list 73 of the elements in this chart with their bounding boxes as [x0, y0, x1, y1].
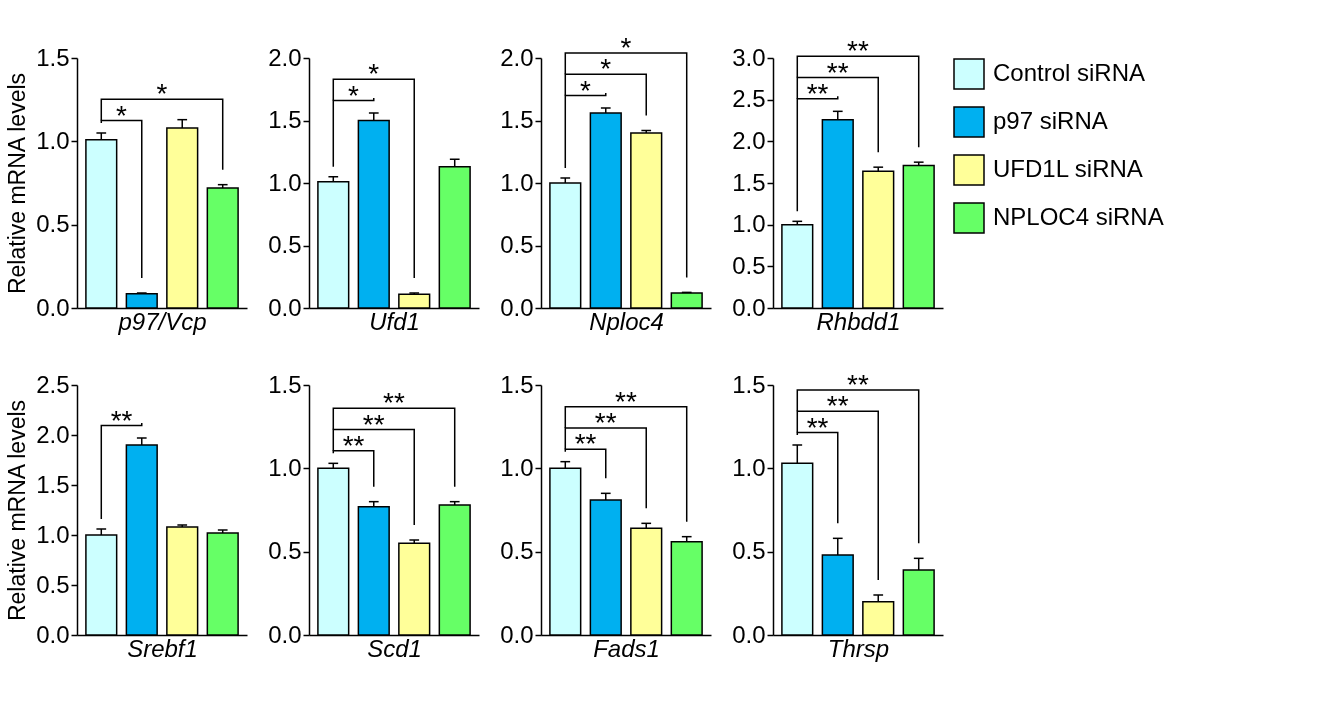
annotation: ** — [847, 35, 869, 67]
annotation: ** — [806, 77, 829, 109]
y-tick-label: 0.5 — [36, 570, 70, 598]
y-tick-label: 1.0 — [36, 126, 70, 154]
annotation: ** — [594, 406, 617, 438]
annotation: ** — [615, 385, 637, 417]
annotation: ** — [574, 428, 597, 460]
y-tick-label: 2.0 — [732, 126, 766, 154]
y-tick-label: 0.0 — [36, 620, 70, 648]
y-tick-label: 1.0 — [500, 453, 534, 481]
x-axis-title: Nploc4 — [589, 307, 664, 335]
y-tick-label: 0.0 — [500, 293, 534, 321]
y-axis-title: Relative mRNA levels — [4, 72, 31, 295]
y-tick-label: 1.5 — [732, 370, 766, 398]
legend-label: p97 siRNA — [993, 107, 1108, 134]
x-axis-title: Ufd1 — [369, 307, 420, 335]
annotation: * — [116, 99, 128, 131]
y-tick-label: 1.0 — [732, 453, 766, 481]
y-tick-label: 1.5 — [268, 106, 302, 133]
y-tick-label: 3.0 — [732, 43, 766, 71]
x-axis-title: Thrsp — [827, 634, 890, 662]
x-axis-title: Rhbdd1 — [816, 307, 901, 335]
y-tick-label: 0.0 — [268, 620, 302, 648]
annotation: ** — [826, 56, 849, 88]
y-tick-label: 1.5 — [500, 106, 534, 133]
y-tick-label: 1.5 — [268, 370, 302, 398]
legend-label: Control siRNA — [993, 59, 1146, 86]
y-tick-label: 0.5 — [500, 231, 534, 258]
y-tick-label: 0.5 — [732, 537, 766, 565]
annotation: * — [580, 74, 592, 106]
x-axis-title: p97/Vcp — [117, 307, 207, 335]
y-tick-label: 0.0 — [36, 293, 70, 321]
y-tick-label: 0.0 — [732, 620, 766, 648]
y-tick-label: 2.5 — [732, 85, 766, 113]
annotation: ** — [383, 387, 405, 419]
annotation: * — [156, 78, 168, 110]
annotation: ** — [362, 408, 385, 440]
annotation: * — [348, 79, 360, 111]
y-axis-title: Relative mRNA levels — [4, 399, 31, 622]
annotation: * — [600, 53, 612, 85]
annotation: ** — [806, 411, 829, 443]
y-tick-label: 1.0 — [268, 168, 302, 196]
y-tick-label: 1.5 — [36, 43, 70, 71]
annotation: * — [620, 32, 632, 63]
annotation: ** — [342, 429, 365, 461]
y-tick-label: 0.0 — [268, 293, 302, 321]
y-tick-label: 0.5 — [732, 251, 766, 279]
x-axis-title: Srebf1 — [127, 634, 198, 662]
y-tick-label: 2.0 — [500, 43, 534, 71]
y-tick-label: 1.0 — [268, 453, 302, 481]
annotation: * — [368, 58, 380, 90]
y-tick-label: 2.0 — [36, 420, 70, 448]
y-tick-label: 0.5 — [268, 231, 302, 258]
annotation: ** — [110, 404, 133, 436]
y-tick-label: 1.0 — [500, 168, 534, 196]
annotation: ** — [847, 369, 869, 400]
y-tick-label: 0.5 — [268, 537, 302, 565]
y-tick-label: 2.0 — [268, 43, 302, 71]
x-axis-title: Scd1 — [367, 634, 422, 662]
y-tick-label: 2.5 — [36, 370, 70, 398]
y-tick-label: 1.5 — [500, 370, 534, 398]
annotation: ** — [826, 390, 849, 422]
legend-label: UFD1L siRNA — [993, 155, 1143, 182]
legend-label: NPLOC4 siRNA — [993, 203, 1164, 230]
y-tick-label: 1.5 — [732, 168, 766, 196]
y-tick-label: 1.0 — [36, 520, 70, 548]
y-tick-label: 0.0 — [500, 620, 534, 648]
y-tick-label: 0.5 — [500, 537, 534, 565]
y-tick-label: 1.5 — [36, 470, 70, 498]
y-tick-label: 1.0 — [732, 210, 766, 238]
y-tick-label: 0.0 — [732, 293, 766, 321]
x-axis-title: Fads1 — [593, 634, 660, 662]
y-tick-label: 0.5 — [36, 210, 70, 238]
